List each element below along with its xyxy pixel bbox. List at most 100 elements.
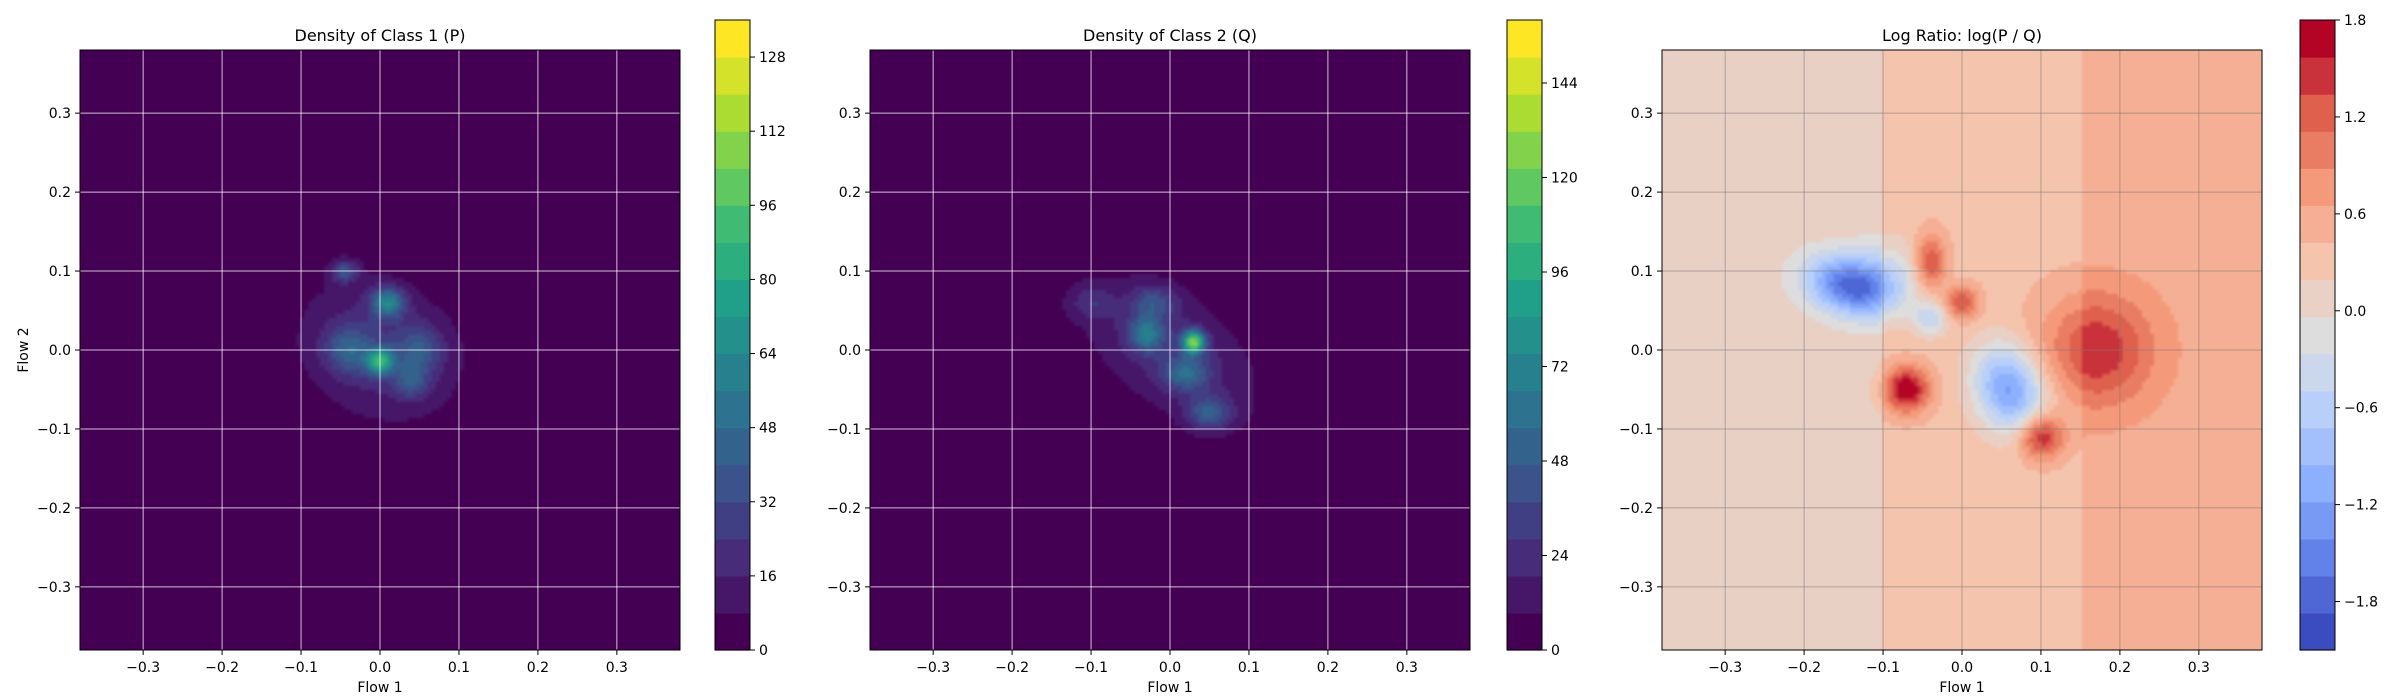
colorbar-tick-label: 64 (759, 347, 777, 363)
colorbar-tick-label: 128 (759, 50, 786, 66)
x-tick-label: −0.3 (1708, 660, 1742, 676)
colorbar-band (1507, 427, 1542, 466)
y-tick-label: 0.3 (839, 106, 861, 122)
colorbar-band (715, 464, 750, 503)
colorbar-band (1507, 538, 1542, 577)
x-tick-label: 0.1 (2030, 660, 2052, 676)
x-tick-label: −0.3 (126, 660, 160, 676)
x-axis-label: Flow 1 (1939, 680, 1984, 696)
y-tick-label: −0.2 (827, 501, 861, 517)
colorbar-band (715, 279, 750, 318)
x-tick-label: 0.0 (1951, 660, 1973, 676)
colorbar-band (715, 501, 750, 540)
x-tick-label: 0.1 (1238, 660, 1260, 676)
panel-title: Density of Class 1 (P) (295, 26, 466, 45)
y-tick-label: 0.2 (49, 185, 71, 201)
colorbar-band (715, 168, 750, 206)
colorbar-tick-label: 0.0 (2344, 304, 2366, 320)
colorbar-band (2300, 353, 2335, 392)
colorbar-band (2300, 242, 2335, 281)
y-tick-label: −0.1 (1619, 422, 1653, 438)
colorbar-tick-label: 48 (759, 421, 777, 437)
x-tick-label: 0.2 (527, 660, 549, 676)
x-tick-label: 0.2 (2109, 660, 2131, 676)
colorbar-band (1507, 20, 1542, 58)
x-tick-label: 0.3 (2188, 660, 2210, 676)
x-axis-label: Flow 1 (1147, 680, 1192, 696)
x-tick-label: −0.1 (284, 660, 318, 676)
colorbar-tick-label: 96 (759, 198, 777, 214)
colorbar-tick-label: 120 (1551, 171, 1578, 187)
colorbar-tick-label: 0.6 (2344, 207, 2366, 223)
y-tick-label: 0.0 (49, 343, 71, 359)
colorbar-tick-label: −1.2 (2344, 498, 2378, 514)
colorbar-tick-label: 80 (759, 272, 777, 288)
x-tick-label: 0.3 (606, 660, 628, 676)
colorbar-band (2300, 20, 2335, 58)
x-tick-label: 0.2 (1317, 660, 1339, 676)
colorbar-band (2300, 501, 2335, 540)
colorbar-tick-label: 48 (1551, 454, 1569, 470)
y-tick-label: 0.2 (839, 185, 861, 201)
colorbar-tick-label: 0 (1551, 643, 1560, 659)
colorbar-band (1507, 242, 1542, 281)
panel-title: Log Ratio: log(P / Q) (1882, 26, 2042, 45)
x-tick-label: −0.3 (916, 660, 950, 676)
x-tick-label: 0.3 (1396, 660, 1418, 676)
colorbar-band (715, 575, 750, 614)
colorbar-tick-label: 72 (1551, 360, 1569, 376)
x-tick-label: 0.0 (1159, 660, 1181, 676)
colorbar-band (2300, 464, 2335, 503)
colorbar-band (715, 353, 750, 392)
colorbar-band (715, 205, 750, 243)
colorbar-band (1507, 131, 1542, 169)
colorbar-band (715, 20, 750, 58)
colorbar-tick-label: 144 (1551, 76, 1578, 92)
colorbar-band (715, 612, 750, 651)
colorbar-tick-label: −0.6 (2344, 401, 2378, 417)
colorbar-band (715, 94, 750, 132)
colorbar-band (1507, 168, 1542, 206)
colorbar-band (1507, 316, 1542, 355)
colorbar-band (1507, 57, 1542, 95)
colorbar-band (715, 390, 750, 429)
colorbar-band (2300, 575, 2335, 614)
colorbar-band (2300, 57, 2335, 95)
x-tick-label: −0.2 (1787, 660, 1821, 676)
y-tick-label: −0.2 (1619, 501, 1653, 517)
colorbar-tick-label: −1.8 (2344, 595, 2378, 611)
colorbar-band (1507, 279, 1542, 318)
panel-title: Density of Class 2 (Q) (1083, 26, 1257, 45)
y-tick-label: 0.0 (1631, 343, 1653, 359)
colorbar-band (1507, 575, 1542, 614)
colorbar-band (1507, 612, 1542, 651)
y-tick-label: −0.3 (37, 580, 71, 596)
colorbar-band (2300, 390, 2335, 429)
colorbar-band (715, 57, 750, 95)
x-tick-label: 0.1 (448, 660, 470, 676)
colorbar-frame (2299, 19, 2336, 651)
colorbar-band (2300, 94, 2335, 132)
x-tick-label: 0.0 (369, 660, 391, 676)
x-tick-label: −0.2 (205, 660, 239, 676)
colorbar-band (1507, 94, 1542, 132)
y-tick-label: 0.3 (1631, 106, 1653, 122)
y-tick-label: 0.0 (839, 343, 861, 359)
colorbar-band (715, 316, 750, 355)
panel-class1-density: Density of Class 1 (P) Flow 1 Flow 2 −0.… (16, 19, 786, 696)
y-tick-label: 0.1 (1631, 264, 1653, 280)
y-tick-label: 0.3 (49, 106, 71, 122)
y-tick-label: 0.2 (1631, 185, 1653, 201)
x-tick-label: −0.1 (1074, 660, 1108, 676)
x-axis-label: Flow 1 (357, 680, 402, 696)
y-axis-label: Flow 2 (16, 327, 32, 372)
colorbar-band (2300, 316, 2335, 355)
colorbar-tick-label: 0 (759, 643, 768, 659)
y-tick-label: −0.1 (37, 422, 71, 438)
colorbar-band (1507, 390, 1542, 429)
colorbar-band (715, 242, 750, 281)
colorbar-frame (714, 19, 751, 651)
colorbar-tick-label: 96 (1551, 265, 1569, 281)
colorbar-tick-label: 24 (1551, 549, 1569, 565)
